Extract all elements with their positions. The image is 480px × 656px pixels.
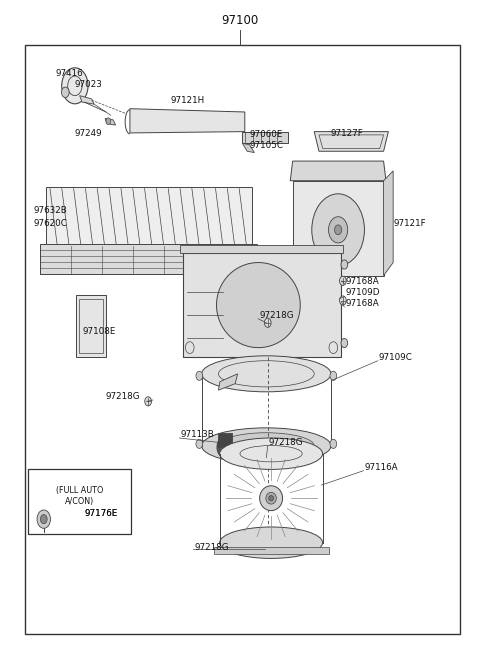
Ellipse shape <box>216 262 300 348</box>
Text: 97218G: 97218G <box>269 438 303 447</box>
Polygon shape <box>314 132 388 152</box>
Ellipse shape <box>341 338 348 348</box>
Text: 97108E: 97108E <box>82 327 115 336</box>
Bar <box>76 295 106 358</box>
Ellipse shape <box>328 216 348 243</box>
Ellipse shape <box>217 437 232 458</box>
Text: 97168A: 97168A <box>345 299 379 308</box>
Polygon shape <box>105 119 116 125</box>
Text: 97632B: 97632B <box>33 206 67 215</box>
Ellipse shape <box>266 492 276 504</box>
Text: 97113B: 97113B <box>180 430 214 440</box>
Polygon shape <box>130 109 245 133</box>
Ellipse shape <box>145 397 152 406</box>
Bar <box>40 243 257 274</box>
Ellipse shape <box>339 276 346 285</box>
Text: 97176E: 97176E <box>84 509 118 518</box>
Ellipse shape <box>339 296 346 305</box>
Ellipse shape <box>220 438 323 470</box>
Bar <box>214 547 328 554</box>
Bar <box>293 180 384 276</box>
Text: 97620C: 97620C <box>33 220 67 228</box>
Ellipse shape <box>264 318 271 327</box>
Ellipse shape <box>196 371 203 380</box>
Polygon shape <box>242 144 254 153</box>
Text: 97218G: 97218G <box>106 392 141 401</box>
Text: 97105C: 97105C <box>250 141 284 150</box>
Ellipse shape <box>218 433 314 459</box>
Ellipse shape <box>260 485 283 510</box>
Ellipse shape <box>196 440 203 449</box>
Ellipse shape <box>312 194 364 266</box>
Text: 97176E: 97176E <box>84 509 118 518</box>
Ellipse shape <box>106 118 111 125</box>
Text: 97116A: 97116A <box>364 463 398 472</box>
Ellipse shape <box>269 495 274 501</box>
Text: 97416: 97416 <box>56 69 84 78</box>
Bar <box>180 245 343 253</box>
Polygon shape <box>218 374 238 390</box>
Polygon shape <box>80 96 94 104</box>
Ellipse shape <box>263 544 270 554</box>
Ellipse shape <box>263 453 270 462</box>
Text: 97023: 97023 <box>75 80 103 89</box>
Polygon shape <box>290 161 386 180</box>
Bar <box>182 253 340 358</box>
Ellipse shape <box>202 356 331 392</box>
Text: 97127F: 97127F <box>331 129 364 138</box>
Ellipse shape <box>202 428 331 464</box>
Text: 97109C: 97109C <box>379 353 413 362</box>
Bar <box>218 433 232 447</box>
Polygon shape <box>384 171 393 276</box>
Ellipse shape <box>341 260 348 269</box>
Bar <box>242 132 288 144</box>
Text: 97218G: 97218G <box>194 543 229 552</box>
Ellipse shape <box>335 225 342 235</box>
Text: 97121F: 97121F <box>393 220 426 228</box>
Bar <box>28 469 132 534</box>
Ellipse shape <box>221 442 228 453</box>
Ellipse shape <box>40 514 47 523</box>
Ellipse shape <box>220 527 323 558</box>
Bar <box>46 187 252 246</box>
Text: 97060E: 97060E <box>250 131 283 140</box>
Ellipse shape <box>330 371 336 380</box>
Bar <box>79 299 103 353</box>
Text: 97121H: 97121H <box>170 96 205 106</box>
Text: 97218G: 97218G <box>259 311 294 320</box>
Text: (FULL AUTO
A/CON): (FULL AUTO A/CON) <box>56 486 103 506</box>
Ellipse shape <box>61 87 69 98</box>
Text: 97168A: 97168A <box>345 277 379 286</box>
Ellipse shape <box>330 440 336 449</box>
Ellipse shape <box>62 68 88 104</box>
Text: 97109D: 97109D <box>345 288 380 297</box>
Text: 97100: 97100 <box>221 14 259 27</box>
Text: 97249: 97249 <box>75 129 103 138</box>
Ellipse shape <box>37 510 50 528</box>
